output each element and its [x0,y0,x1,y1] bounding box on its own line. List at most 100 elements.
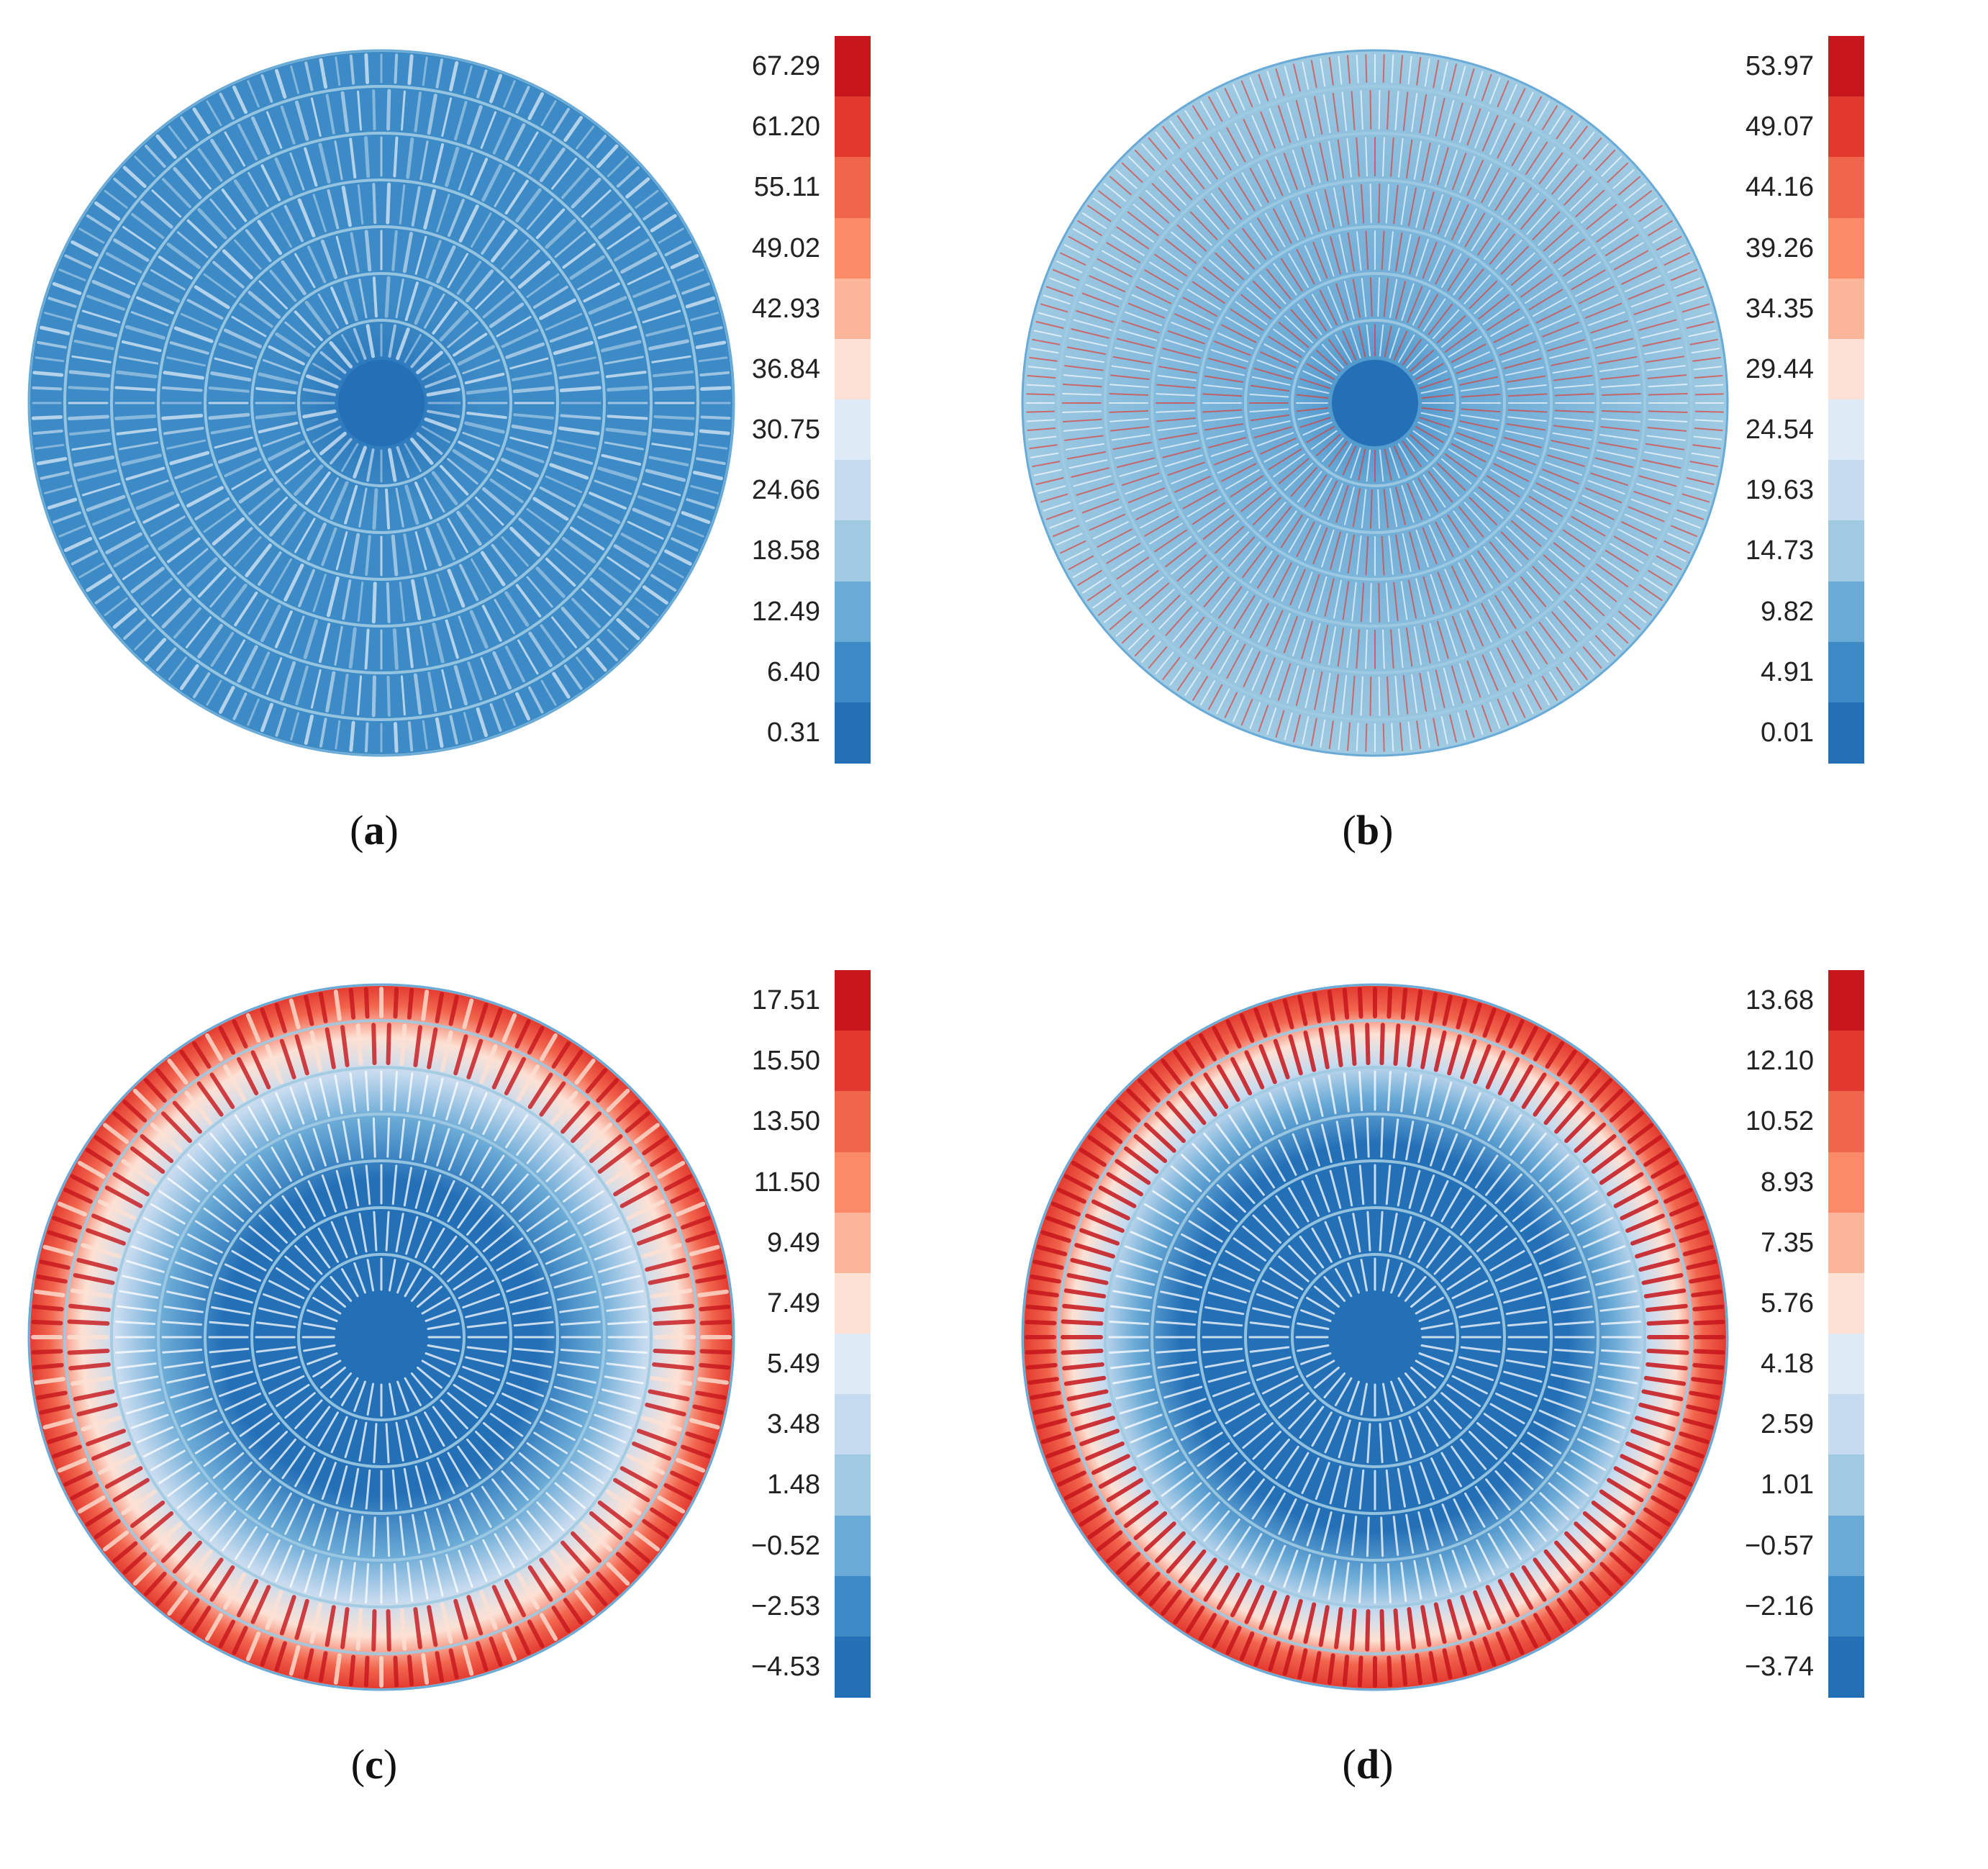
spoke [1204,375,1244,383]
spoke [321,1174,337,1213]
colorbar-tick-label: 6.40 [767,656,820,687]
spoke [71,355,112,363]
spoke [517,131,539,167]
spoke [119,441,159,451]
spoke [1192,281,1225,304]
colorbar-tick-label: −2.53 [750,1590,820,1621]
spoke [464,372,505,385]
spoke [410,1372,433,1398]
spoke [218,343,258,359]
spoke [340,1025,350,1067]
spoke [1360,184,1365,224]
spoke [70,1288,113,1299]
spoke [1320,1511,1333,1551]
spoke [140,577,173,605]
spoke [1208,358,1247,369]
spoke [184,1090,213,1126]
spoke [1402,91,1409,132]
spoke [1395,534,1403,574]
spoke [166,1290,206,1301]
spoke [1442,1648,1453,1680]
spoke [1693,366,1723,371]
spoke [501,1393,539,1411]
spoke [1564,1111,1596,1144]
spoke [448,1133,465,1171]
spoke [1589,641,1609,663]
spoke [1278,458,1310,484]
spoke [447,1392,478,1419]
spoke [1451,1375,1488,1395]
spoke [1499,450,1537,466]
spoke [1225,1019,1242,1049]
spoke [1125,311,1163,326]
spoke [173,326,214,343]
spoke [1648,570,1673,586]
spoke [91,1213,131,1234]
spoke [1518,635,1540,670]
spoke [396,327,410,361]
spoke [1552,432,1592,440]
spoke [39,1259,71,1270]
spoke [513,1347,554,1354]
spoke [1282,998,1294,1030]
spoke [1320,1123,1333,1163]
spoke [1063,374,1103,379]
spoke [1301,147,1313,186]
spoke [318,623,331,664]
spoke [290,712,300,741]
ring-boundary [1104,132,1646,674]
spoke [1440,458,1472,484]
spoke [1535,304,1572,324]
spoke [1563,600,1592,630]
spoke [1163,1275,1203,1289]
spoke [1074,1416,1115,1431]
spoke [1306,363,1335,380]
spoke [1642,459,1681,469]
spoke [1521,1072,1547,1109]
spoke [456,510,482,546]
spoke [1197,273,1230,298]
spoke [166,1373,206,1384]
spoke [1126,1088,1150,1113]
spoke [167,1177,201,1203]
spoke [1638,584,1663,602]
spoke [1488,172,1509,207]
spoke [526,1510,553,1542]
spoke [1314,96,1323,135]
spoke [1256,1365,1294,1382]
spoke [1597,347,1635,357]
spoke [1476,1422,1508,1449]
spoke [1609,1552,1634,1575]
spoke [1312,1077,1324,1118]
spoke [1456,359,1494,374]
spoke [1295,667,1307,707]
spoke [1071,1161,1099,1179]
spoke [405,1419,419,1459]
colorbar-tick-label: 67.29 [751,51,820,82]
spoke [1210,443,1249,457]
spoke [1689,338,1718,345]
spoke [1556,1472,1589,1497]
spoke [1395,281,1407,320]
spoke [1280,514,1303,548]
spoke [1458,1307,1498,1318]
spoke [1599,1305,1640,1312]
spoke [134,155,156,178]
spoke [424,1511,436,1551]
spoke [1085,1213,1125,1234]
spoke [1499,1114,1522,1149]
spoke [1408,1169,1421,1209]
spoke [1233,177,1256,212]
spoke [421,1359,450,1377]
spoke [1337,139,1345,179]
spoke [1127,487,1166,504]
spoke [651,443,691,451]
spoke [1412,430,1440,451]
spoke [1410,350,1435,372]
spoke [553,451,594,465]
spoke [1451,566,1469,602]
spoke [1164,339,1203,352]
spoke [344,1216,358,1255]
spoke [1257,217,1279,252]
spoke [1681,493,1710,503]
